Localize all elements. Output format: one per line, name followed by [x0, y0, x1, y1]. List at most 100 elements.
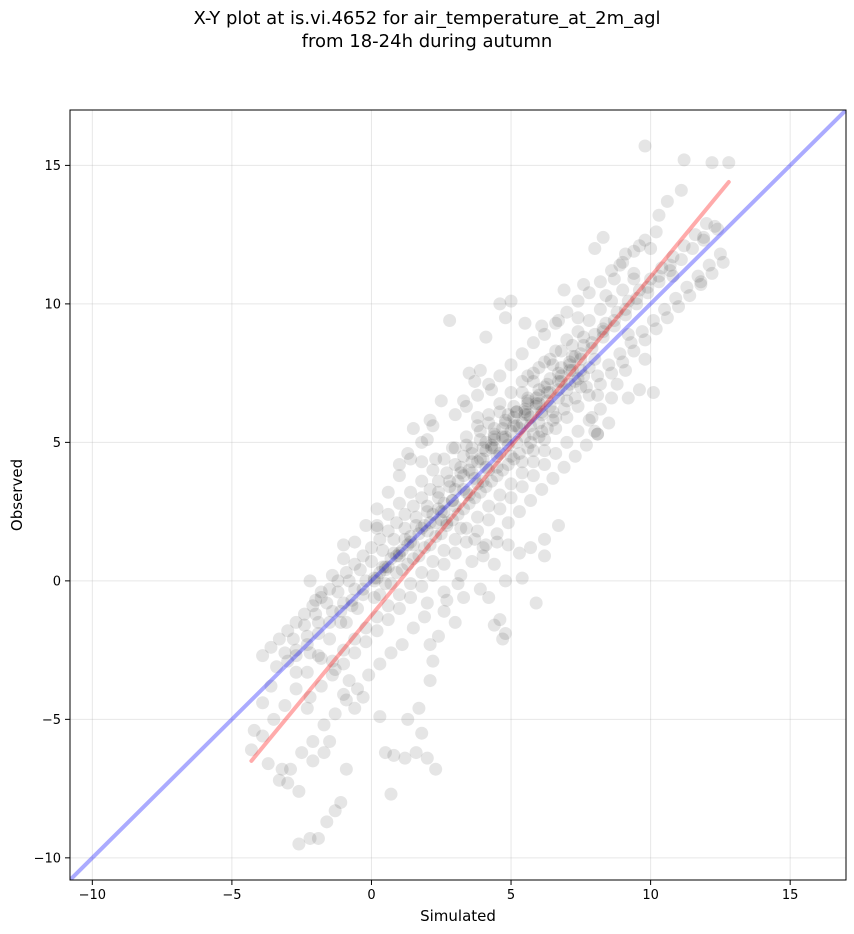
data-point [392, 549, 406, 563]
data-point [451, 507, 465, 521]
data-point [507, 419, 521, 433]
data-point [496, 430, 510, 444]
data-point [434, 505, 448, 519]
data-point [392, 602, 406, 616]
data-point [465, 466, 479, 480]
data-point [593, 275, 607, 289]
data-point [482, 377, 496, 391]
data-point [401, 446, 415, 460]
data-point [348, 701, 362, 715]
data-point [493, 502, 507, 516]
data-point [373, 710, 387, 724]
data-point [451, 474, 465, 488]
data-point [482, 463, 496, 477]
data-point [401, 538, 415, 552]
data-point [605, 264, 619, 278]
data-point [493, 405, 507, 419]
data-point [423, 638, 437, 652]
data-point [644, 272, 658, 286]
data-point [560, 333, 574, 347]
data-point [529, 399, 543, 413]
data-point [487, 618, 501, 632]
data-point [487, 433, 501, 447]
data-point [423, 482, 437, 496]
data-point [325, 668, 339, 682]
data-point [510, 435, 524, 449]
data-point [437, 557, 451, 571]
data-point [493, 369, 507, 383]
y-axis-ticks: −10 −5 0 5 10 15 [34, 159, 70, 866]
data-point [585, 341, 599, 355]
data-point [660, 311, 674, 325]
data-point [501, 516, 515, 530]
data-point [445, 513, 459, 527]
data-point [616, 283, 630, 297]
data-point [543, 352, 557, 366]
data-point [462, 496, 476, 510]
data-point [420, 499, 434, 513]
data-point [582, 388, 596, 402]
data-point [378, 746, 392, 760]
data-point [429, 530, 443, 544]
data-point [306, 754, 320, 768]
data-point [434, 527, 448, 541]
data-point [560, 383, 574, 397]
data-point [454, 521, 468, 535]
data-point [557, 283, 571, 297]
data-point [521, 397, 535, 411]
data-point [487, 441, 501, 455]
data-point [457, 449, 471, 463]
data-point [607, 314, 621, 328]
data-point [526, 455, 540, 469]
data-point [370, 521, 384, 535]
data-point [487, 427, 501, 441]
data-point [535, 319, 549, 333]
data-point [314, 651, 328, 665]
data-point [551, 374, 565, 388]
data-point [504, 386, 518, 400]
data-point [434, 394, 448, 408]
data-point [618, 247, 632, 261]
data-point [498, 430, 512, 444]
data-point [607, 319, 621, 333]
data-point [404, 485, 418, 499]
data-point [571, 325, 585, 339]
data-point [448, 441, 462, 455]
data-point [320, 596, 334, 610]
data-point [457, 502, 471, 516]
data-point [504, 477, 518, 491]
data-point [554, 374, 568, 388]
data-point [521, 441, 535, 455]
data-point [571, 294, 585, 308]
data-point [367, 571, 381, 585]
data-point [395, 543, 409, 557]
data-point [409, 518, 423, 532]
data-point [549, 422, 563, 436]
data-point [339, 566, 353, 580]
data-point [568, 449, 582, 463]
fit-line [249, 180, 731, 763]
data-point [473, 452, 487, 466]
data-point [571, 311, 585, 325]
data-point [515, 374, 529, 388]
data-point [571, 399, 585, 413]
data-point [415, 491, 429, 505]
data-point [473, 363, 487, 377]
data-point [630, 291, 644, 305]
data-point [507, 399, 521, 413]
data-point [546, 405, 560, 419]
data-point [381, 524, 395, 538]
data-point [373, 532, 387, 546]
data-point [289, 649, 303, 663]
data-point [440, 593, 454, 607]
data-point [524, 435, 538, 449]
data-point [445, 494, 459, 508]
data-point [585, 336, 599, 350]
data-point [699, 217, 713, 231]
data-point [529, 596, 543, 610]
data-point [448, 546, 462, 560]
y-tick-label: 15 [44, 159, 61, 174]
data-point [571, 424, 585, 438]
data-point [526, 366, 540, 380]
